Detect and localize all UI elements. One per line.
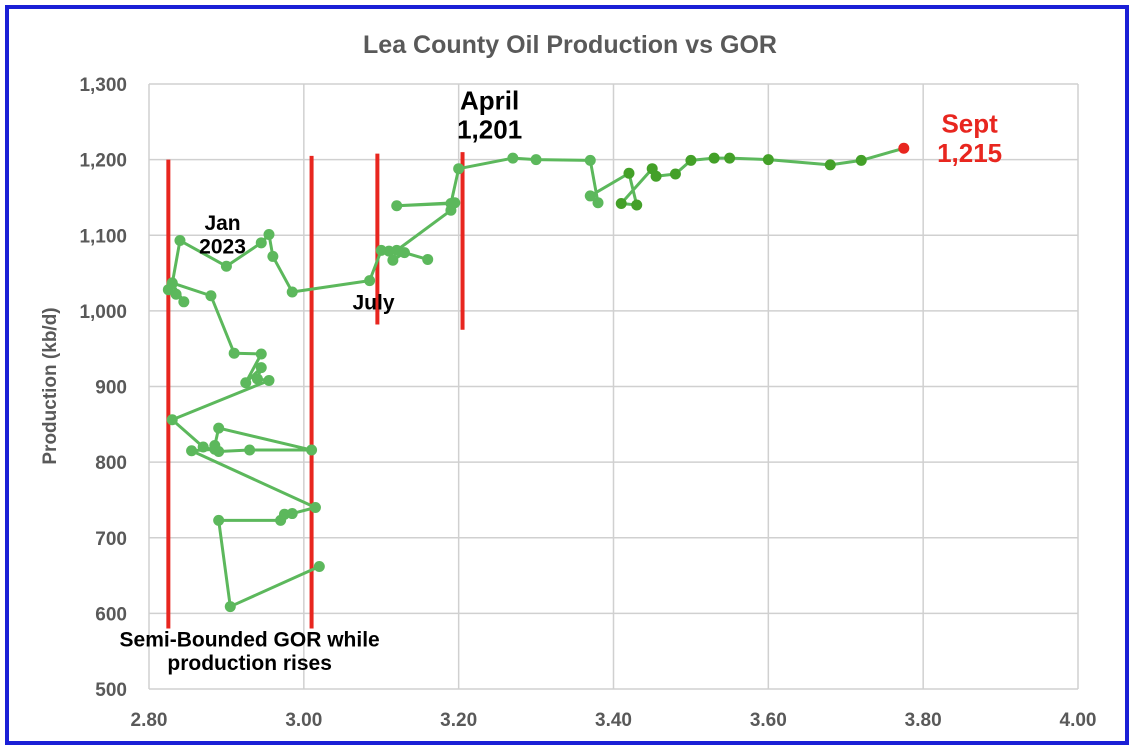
data-point — [309, 502, 321, 513]
y-tick-label: 500 — [95, 680, 127, 701]
data-point — [855, 154, 867, 166]
y-tick-label: 800 — [95, 453, 127, 474]
data-point — [255, 348, 267, 360]
data-point — [220, 260, 232, 272]
data-point — [724, 152, 736, 164]
y-tick-label: 900 — [95, 378, 127, 399]
series-line — [166, 146, 905, 609]
y-tick-label: 1,000 — [79, 302, 127, 323]
data-point — [166, 414, 178, 426]
data-point — [584, 190, 596, 202]
data-point — [824, 159, 836, 171]
annotation-label: 1,201 — [457, 114, 522, 144]
annotation-label: Jan — [204, 212, 240, 235]
annotation-label: production rises — [167, 652, 332, 675]
data-point — [263, 374, 275, 386]
chart-title: Lea County Oil Production vs GOR — [363, 31, 777, 59]
y-axis-label: Production (kb/d) — [40, 307, 61, 464]
data-point — [364, 275, 376, 287]
x-tick-label: 3.20 — [440, 710, 477, 731]
data-point — [244, 444, 256, 456]
data-point — [445, 197, 457, 209]
y-tick-label: 1,300 — [79, 75, 127, 96]
data-point — [286, 286, 298, 298]
data-point — [685, 154, 697, 166]
data-point — [708, 152, 720, 164]
data-point — [650, 170, 662, 182]
data-point — [391, 244, 403, 256]
data-point — [263, 228, 275, 240]
data-point — [762, 154, 774, 166]
data-point — [267, 250, 279, 262]
data-point — [422, 253, 434, 265]
data-point — [213, 446, 225, 458]
data-point — [255, 237, 267, 249]
data-point — [669, 168, 681, 180]
data-point — [313, 560, 325, 572]
x-axis-ticks: 2.80 3.00 3.20 3.40 3.60 3.80 4.00 — [131, 710, 1097, 731]
annotation-label: 2023 — [199, 235, 246, 258]
data-point — [631, 199, 643, 211]
annotation-label: Sept — [941, 108, 998, 138]
chart-frame — [5, 5, 1129, 745]
data-point — [213, 422, 225, 434]
grid — [148, 83, 1079, 690]
data-point — [387, 254, 399, 266]
y-tick-label: 1,200 — [79, 151, 127, 172]
data-point — [197, 441, 209, 453]
annotation-label: April — [460, 86, 519, 116]
data-point — [255, 362, 267, 374]
data-point — [623, 167, 635, 179]
data-point — [186, 445, 198, 457]
annotation-label: July — [352, 291, 394, 314]
annotation-label: Semi-Bounded GOR while — [120, 629, 380, 652]
x-tick-label: 2.80 — [131, 710, 168, 731]
data-point — [507, 152, 519, 164]
data-point — [584, 154, 596, 166]
data-series — [162, 142, 910, 613]
data-point — [391, 200, 403, 212]
x-tick-label: 3.00 — [285, 710, 322, 731]
data-point — [213, 514, 225, 526]
x-tick-label: 3.40 — [595, 710, 632, 731]
vertical-markers — [166, 152, 465, 629]
data-point — [240, 377, 252, 389]
x-tick-label: 3.60 — [750, 710, 787, 731]
data-point — [615, 197, 627, 209]
data-point — [166, 278, 178, 290]
y-tick-label: 1,100 — [79, 226, 127, 247]
data-point — [170, 288, 182, 300]
x-tick-label: 3.80 — [905, 710, 942, 731]
y-tick-label: 600 — [95, 604, 127, 625]
annotation-label: 1,215 — [937, 138, 1002, 168]
data-point — [286, 508, 298, 520]
data-point — [592, 197, 604, 209]
data-point — [205, 290, 217, 302]
x-tick-label: 4.00 — [1060, 710, 1097, 731]
data-point — [228, 347, 240, 359]
data-point — [174, 235, 186, 247]
y-axis-ticks: 500 600 700 800 900 1,000 1,100 1,200 1,300 — [79, 75, 127, 701]
data-point — [251, 373, 263, 385]
data-point — [530, 154, 542, 166]
data-point — [306, 444, 318, 456]
y-tick-label: 700 — [95, 529, 127, 550]
data-point — [453, 163, 465, 175]
data-point — [178, 296, 190, 308]
data-point-latest — [898, 142, 910, 154]
data-point — [224, 601, 236, 613]
